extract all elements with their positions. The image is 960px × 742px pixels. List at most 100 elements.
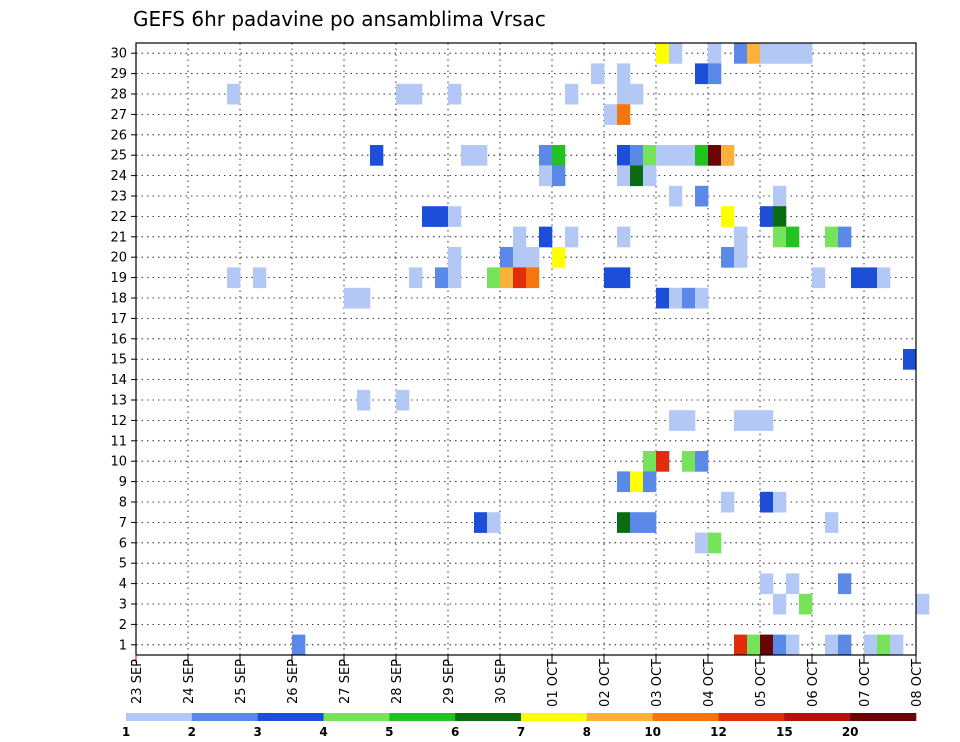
legend-swatch — [126, 713, 193, 721]
data-cell — [890, 634, 904, 656]
data-cell — [734, 43, 748, 64]
x-tick-label: 24 SEP — [182, 659, 197, 704]
data-cell — [617, 267, 631, 289]
data-cell — [773, 185, 787, 207]
data-cell — [630, 145, 644, 166]
data-cell — [396, 389, 410, 411]
x-tick-label: 05 OCT — [754, 659, 769, 707]
data-cell — [760, 206, 774, 227]
y-tick-label: 15 — [110, 353, 127, 368]
legend-swatch — [652, 713, 719, 721]
data-cell — [604, 104, 618, 125]
y-tick-label: 6 — [119, 536, 127, 551]
legend-label: 5 — [385, 725, 393, 739]
data-cell — [617, 63, 631, 85]
y-tick-label: 30 — [110, 47, 127, 62]
data-cell — [747, 43, 761, 64]
data-cell — [669, 43, 683, 64]
data-cell — [786, 226, 800, 248]
data-cell — [864, 267, 878, 289]
x-tick-label: 27 SEP — [338, 659, 353, 704]
data-cell — [292, 634, 306, 656]
y-tick-label: 12 — [110, 414, 127, 429]
legend-swatch — [389, 713, 456, 721]
grid — [136, 43, 916, 655]
legend-label: 1 — [122, 725, 130, 739]
data-cell — [877, 634, 891, 656]
data-cell — [734, 410, 748, 431]
y-tick-label: 9 — [119, 475, 127, 490]
x-tick-label: 01 OCT — [546, 659, 561, 707]
data-cell — [747, 634, 761, 656]
legend-label: 2 — [188, 725, 196, 739]
data-cell — [643, 165, 657, 187]
data-cell — [435, 206, 449, 227]
data-cell — [734, 247, 748, 268]
y-tick-label: 7 — [119, 516, 127, 531]
legend-label: 6 — [451, 725, 459, 739]
data-cell — [786, 634, 800, 656]
data-cell — [825, 634, 839, 656]
y-tick-label: 24 — [110, 169, 127, 184]
data-cell — [734, 634, 748, 656]
data-cell — [448, 267, 462, 289]
data-cell — [565, 226, 579, 248]
y-tick-label: 3 — [119, 598, 127, 613]
data-cell — [838, 573, 852, 595]
data-cell — [656, 43, 670, 64]
data-cell — [773, 593, 787, 615]
data-cell — [552, 165, 566, 187]
y-tick-label: 23 — [110, 190, 127, 205]
legend-label: 8 — [583, 725, 591, 739]
data-cell — [227, 83, 241, 105]
data-cell — [734, 226, 748, 248]
data-cell — [669, 410, 683, 431]
y-tick-label: 22 — [110, 210, 127, 225]
data-cell — [669, 145, 683, 166]
y-tick-label: 19 — [110, 271, 127, 286]
data-cell — [825, 226, 839, 248]
legend-label: 3 — [253, 725, 261, 739]
y-tick-label: 18 — [110, 292, 127, 307]
data-cell — [643, 512, 657, 533]
data-cell — [786, 573, 800, 595]
data-cell — [630, 165, 644, 187]
plot-frame — [135, 42, 917, 656]
legend-swatch — [850, 713, 917, 721]
data-cell — [591, 63, 605, 85]
data-cell — [448, 247, 462, 268]
data-cell — [838, 226, 852, 248]
y-tick-label: 25 — [110, 149, 127, 164]
data-cell — [760, 491, 774, 513]
x-tick-label: 30 SEP — [494, 659, 509, 704]
data-cell — [682, 410, 696, 431]
y-tick-label: 27 — [110, 108, 127, 123]
data-cell — [682, 451, 696, 472]
y-tick-label: 17 — [110, 312, 127, 327]
x-tick-label: 29 SEP — [442, 659, 457, 704]
x-tick-label: 04 OCT — [702, 659, 717, 707]
data-cell — [786, 43, 800, 64]
data-cell — [773, 491, 787, 513]
data-cell — [773, 206, 787, 227]
data-cell — [864, 634, 878, 656]
data-cell — [708, 145, 722, 166]
data-cell — [721, 145, 735, 166]
data-cell — [552, 247, 566, 268]
y-tick-label: 21 — [110, 230, 127, 245]
data-cell — [643, 145, 657, 166]
y-tick-label: 5 — [119, 557, 127, 572]
y-tick-label: 4 — [119, 577, 127, 592]
data-cell — [526, 267, 540, 289]
data-cell — [500, 247, 514, 268]
data-cell — [721, 247, 735, 268]
cells-layer — [227, 43, 930, 656]
data-cell — [539, 165, 553, 187]
data-cell — [474, 512, 488, 533]
data-cell — [669, 185, 683, 207]
y-tick-label: 29 — [110, 67, 127, 82]
y-tick-label: 16 — [110, 332, 127, 347]
legend-label: 10 — [644, 725, 661, 739]
x-tick-label: 03 OCT — [650, 659, 665, 707]
